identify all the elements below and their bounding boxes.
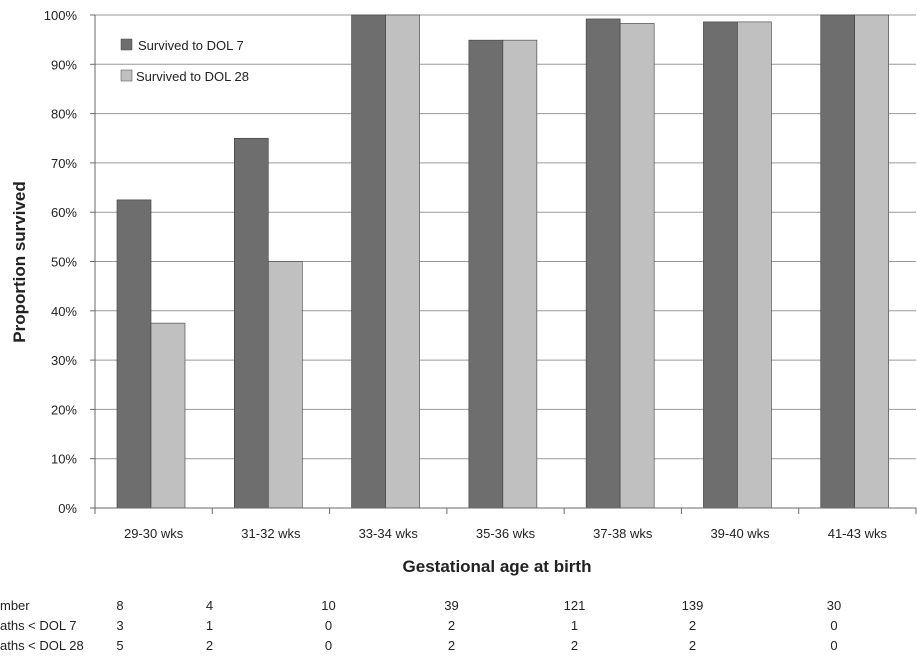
bar-dol7 — [703, 21, 738, 509]
bar-dol28 — [150, 322, 186, 509]
axes — [90, 14, 917, 514]
table-cell: 39 — [444, 598, 459, 613]
x-tick-label: 41-43 wks — [828, 526, 888, 541]
y-tick-label: 40% — [51, 304, 77, 319]
bar-chart: 0% 10% 20% 30% 40% 50% 60% 70% 80% 90% 100% 29-30 w… — [10, 8, 917, 576]
table-cell: 2 — [447, 618, 456, 633]
bars — [116, 14, 890, 509]
table-cell: 2 — [688, 618, 697, 633]
table-cell: 30 — [826, 598, 842, 613]
x-axis-title: Gestational age at birth — [403, 557, 592, 576]
table-cell: 4 — [205, 598, 214, 613]
bar-dol28 — [854, 14, 890, 509]
y-tick-label: 50% — [51, 255, 77, 270]
row-label-number: mber — [0, 598, 30, 613]
bar-dol7 — [351, 14, 386, 509]
y-axis-title: Proportion survived — [10, 181, 29, 343]
x-tick-label: 39-40 wks — [710, 526, 770, 541]
legend-swatch-dol7 — [120, 38, 133, 51]
y-tick-label: 20% — [51, 402, 77, 417]
y-tick-label: 70% — [51, 156, 77, 171]
table-cell: 0 — [324, 638, 333, 653]
y-tick-label: 0% — [58, 501, 77, 516]
row-label-deaths-dol28: aths < DOL 28 — [0, 638, 84, 653]
bar-dol28 — [385, 14, 420, 509]
legend-swatch-dol28 — [120, 69, 133, 82]
table-cell: 139 — [681, 598, 704, 613]
row-label-deaths-dol7: aths < DOL 7 — [0, 618, 77, 633]
table-cell: 0 — [324, 618, 333, 633]
table-cell: 2 — [205, 638, 214, 653]
table-cell: 2 — [447, 638, 456, 653]
table-row: mber 8 4 10 39 121 139 30 — [0, 596, 917, 616]
table-cell: 2 — [688, 638, 697, 653]
legend: Survived to DOL 7 Survived to DOL 28 — [120, 38, 249, 84]
y-tick-label: 80% — [51, 107, 77, 122]
table-row: aths < DOL 7 3 1 0 2 1 2 0 — [0, 616, 917, 636]
x-tick-label: 37-38 wks — [593, 526, 653, 541]
table-cell: 8 — [116, 598, 124, 613]
legend-label-dol7: Survived to DOL 7 — [138, 38, 244, 53]
table-cell: 0 — [830, 638, 838, 653]
x-tick-label: 35-36 wks — [476, 526, 536, 541]
x-tick-label: 29-30 wks — [124, 526, 184, 541]
table-cell: 10 — [321, 598, 336, 613]
bar-dol7 — [585, 18, 621, 509]
legend-label-dol28: Survived to DOL 28 — [136, 69, 249, 84]
bar-dol28 — [267, 261, 303, 509]
y-tick-label: 30% — [51, 353, 77, 368]
table-cell: 3 — [116, 618, 124, 633]
tick-labels: 0% 10% 20% 30% 40% 50% 60% 70% 80% 90% 100% 29-30 w… — [44, 8, 888, 541]
bar-dol28 — [502, 39, 538, 509]
table-cell: 1 — [205, 618, 214, 633]
bar-dol7 — [116, 199, 152, 509]
y-tick-label: 10% — [51, 452, 77, 467]
data-table: mber 8 4 10 39 121 139 30 aths < DOL 7 3… — [0, 596, 917, 656]
table-cell: 5 — [116, 638, 124, 653]
y-tick-label: 60% — [51, 205, 77, 220]
table-cell: 2 — [570, 638, 579, 653]
bar-dol28 — [619, 23, 655, 509]
table-row: aths < DOL 28 5 2 0 2 2 2 0 — [0, 636, 917, 656]
table-cell: 0 — [830, 618, 838, 633]
x-tick-label: 33-34 wks — [359, 526, 419, 541]
y-tick-label: 90% — [51, 57, 77, 72]
table-cell: 121 — [563, 598, 586, 613]
bar-dol7 — [468, 39, 504, 509]
table-cell: 1 — [570, 618, 579, 633]
bar-dol7 — [820, 14, 856, 509]
y-tick-label: 100% — [44, 8, 78, 23]
x-tick-label: 31-32 wks — [241, 526, 301, 541]
bar-dol28 — [737, 21, 772, 509]
bar-dol7 — [233, 137, 269, 509]
